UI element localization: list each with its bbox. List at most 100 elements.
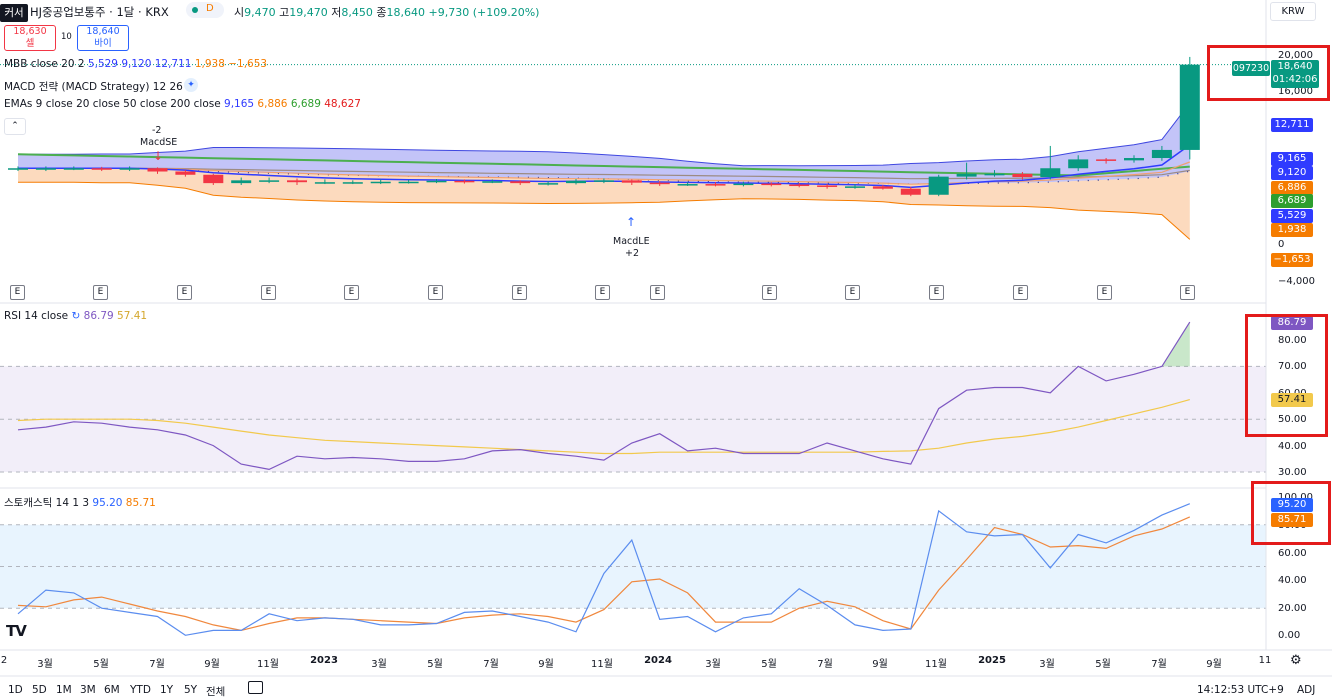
highlight-price-box bbox=[1207, 45, 1330, 101]
stoch-legend[interactable]: 스토캐스틱 14 1 3 95.20 85.71 bbox=[4, 495, 156, 510]
sell-button[interactable]: 18,630 셀 bbox=[4, 25, 56, 51]
x-axis-tick-label: 5월 bbox=[93, 659, 109, 670]
rsi-value-2: 57.41 bbox=[117, 310, 148, 322]
candle-body bbox=[705, 184, 726, 186]
candle-body bbox=[8, 168, 28, 170]
earnings-marker-icon[interactable]: E bbox=[93, 285, 108, 300]
candle-body bbox=[482, 181, 503, 183]
timeframe-button[interactable]: 3M bbox=[80, 684, 96, 696]
earnings-marker-icon[interactable]: E bbox=[1180, 285, 1195, 300]
close-label: 종 bbox=[376, 6, 387, 19]
tradingview-logo[interactable]: TV bbox=[6, 622, 27, 640]
timeframe-button[interactable]: 5Y bbox=[184, 684, 198, 696]
stoch-d-value-tag: 85.71 bbox=[1271, 513, 1313, 527]
timeframe-button[interactable]: YTD bbox=[130, 684, 151, 696]
settings-gear-icon[interactable]: ⚙ bbox=[1290, 653, 1302, 668]
earnings-marker-icon[interactable]: E bbox=[261, 285, 276, 300]
candle-body bbox=[91, 168, 112, 170]
earnings-marker-icon[interactable]: E bbox=[512, 285, 527, 300]
stoch-d-line bbox=[17, 516, 1191, 632]
price-tick-0: 0 bbox=[1278, 239, 1285, 250]
sell-label: 셀 bbox=[25, 38, 35, 49]
candle-body bbox=[398, 181, 419, 184]
currency-button[interactable]: KRW bbox=[1270, 2, 1316, 21]
rsi-tick-40: 40.00 bbox=[1278, 441, 1307, 452]
timeframe-button[interactable]: 1D bbox=[8, 684, 23, 696]
x-axis-tick-label: 9월 bbox=[538, 659, 554, 670]
timeframe-button[interactable]: 5D bbox=[32, 684, 47, 696]
low-value: 8,450 bbox=[341, 6, 373, 19]
timeframe-button[interactable]: 1M bbox=[56, 684, 72, 696]
stoch-name: 스토캐스틱 14 1 3 bbox=[4, 497, 90, 509]
earnings-marker-icon[interactable]: E bbox=[845, 285, 860, 300]
candle-body bbox=[259, 180, 280, 182]
close-value: 18,640 bbox=[386, 6, 426, 19]
earnings-marker-icon[interactable]: E bbox=[762, 285, 777, 300]
market-status-pill[interactable]: D bbox=[186, 2, 224, 18]
rsi-tick-70: 70.00 bbox=[1278, 361, 1307, 372]
date-range-calendar-icon[interactable] bbox=[248, 681, 263, 694]
rsi-legend[interactable]: RSI 14 close ↻ 86.79 57.41 bbox=[4, 310, 147, 322]
rsi-ma-line bbox=[17, 399, 1190, 455]
earnings-marker-icon[interactable]: E bbox=[929, 285, 944, 300]
timeframe-button[interactable]: 1Y bbox=[160, 684, 174, 696]
price-axis-value-tag: 1,938 bbox=[1271, 223, 1313, 237]
candle-body bbox=[566, 180, 586, 184]
earnings-marker-icon[interactable]: E bbox=[177, 285, 192, 300]
earnings-marker-icon[interactable]: E bbox=[344, 285, 359, 300]
x-axis-tick-label: 9월 bbox=[204, 659, 220, 670]
open-label: 시 bbox=[234, 6, 245, 19]
mbb-value-1: 5,529 bbox=[87, 58, 118, 70]
stoch-value-2: 85.71 bbox=[125, 497, 156, 509]
emas-legend[interactable]: EMAs 9 close 20 close 50 close 200 close… bbox=[4, 98, 361, 110]
cursor-badge[interactable]: 커서 bbox=[0, 4, 28, 22]
buy-button[interactable]: 18,640 바이 bbox=[77, 25, 129, 51]
clock-timezone[interactable]: 14:12:53 UTC+9 bbox=[1197, 684, 1284, 696]
candle-body bbox=[649, 182, 670, 185]
stoch-k-value-tag: 95.20 bbox=[1271, 498, 1313, 512]
candle-body bbox=[817, 185, 838, 187]
price-axis-value-tag: 9,120 bbox=[1271, 166, 1313, 180]
candle-body bbox=[287, 180, 307, 183]
adj-toggle[interactable]: ADJ bbox=[1297, 684, 1316, 696]
earnings-marker-icon[interactable]: E bbox=[1097, 285, 1112, 300]
x-axis-tick-label: 2 bbox=[0, 655, 8, 666]
price-axis-value-tag: 9,165 bbox=[1271, 152, 1313, 166]
collapse-legend-button[interactable]: ⌃ bbox=[4, 118, 26, 135]
rsi-refresh-icon[interactable]: ↻ bbox=[71, 310, 81, 322]
spread-value: 10 bbox=[61, 32, 72, 42]
stoch-tick-60: 60.00 bbox=[1278, 548, 1307, 559]
buy-label: 바이 bbox=[94, 38, 112, 49]
macd-sparkle-icon[interactable]: ✦ bbox=[184, 78, 198, 92]
symbol-title[interactable]: HJ중공업보통주 · 1달 · KRX bbox=[30, 5, 169, 19]
macd-short-arrow-icon: ↓ bbox=[153, 149, 164, 163]
change-value: +9,730 (+109.20%) bbox=[428, 6, 540, 19]
candle-body bbox=[789, 184, 810, 187]
x-axis-tick-label: 7월 bbox=[149, 659, 165, 670]
earnings-marker-icon[interactable]: E bbox=[10, 285, 25, 300]
candle-body bbox=[621, 180, 642, 183]
buy-price: 18,640 bbox=[86, 26, 120, 37]
candle-body bbox=[175, 171, 196, 175]
macd-legend[interactable]: MACD 전략 (MACD Strategy) 12 26 9 ✦ bbox=[4, 78, 198, 94]
earnings-marker-icon[interactable]: E bbox=[428, 285, 443, 300]
timeframe-button[interactable]: 전체 bbox=[206, 686, 226, 698]
candle-body bbox=[314, 182, 335, 184]
price-axis-value-tag: −1,653 bbox=[1271, 253, 1313, 267]
earnings-marker-icon[interactable]: E bbox=[650, 285, 665, 300]
rsi-value-1: 86.79 bbox=[83, 310, 114, 322]
candle-body bbox=[63, 168, 84, 170]
earnings-marker-icon[interactable]: E bbox=[1013, 285, 1028, 300]
mbb-legend[interactable]: MBB close 20 2 5,529 9,120 12,711 1,938 … bbox=[4, 58, 267, 70]
price-tick-neg4000: −4,000 bbox=[1278, 276, 1316, 287]
earnings-marker-icon[interactable]: E bbox=[595, 285, 610, 300]
candle-body bbox=[454, 180, 475, 183]
candle-body bbox=[956, 173, 977, 177]
rsi-tick-50: 50.00 bbox=[1278, 414, 1307, 425]
timeframe-button[interactable]: 6M bbox=[104, 684, 120, 696]
price-axis-value-tag: 12,711 bbox=[1271, 118, 1313, 132]
last-price-label: 18,640 01:42:06 bbox=[1271, 60, 1319, 88]
candle-body bbox=[733, 183, 754, 186]
x-axis-tick-label: 7월 bbox=[1151, 659, 1167, 670]
